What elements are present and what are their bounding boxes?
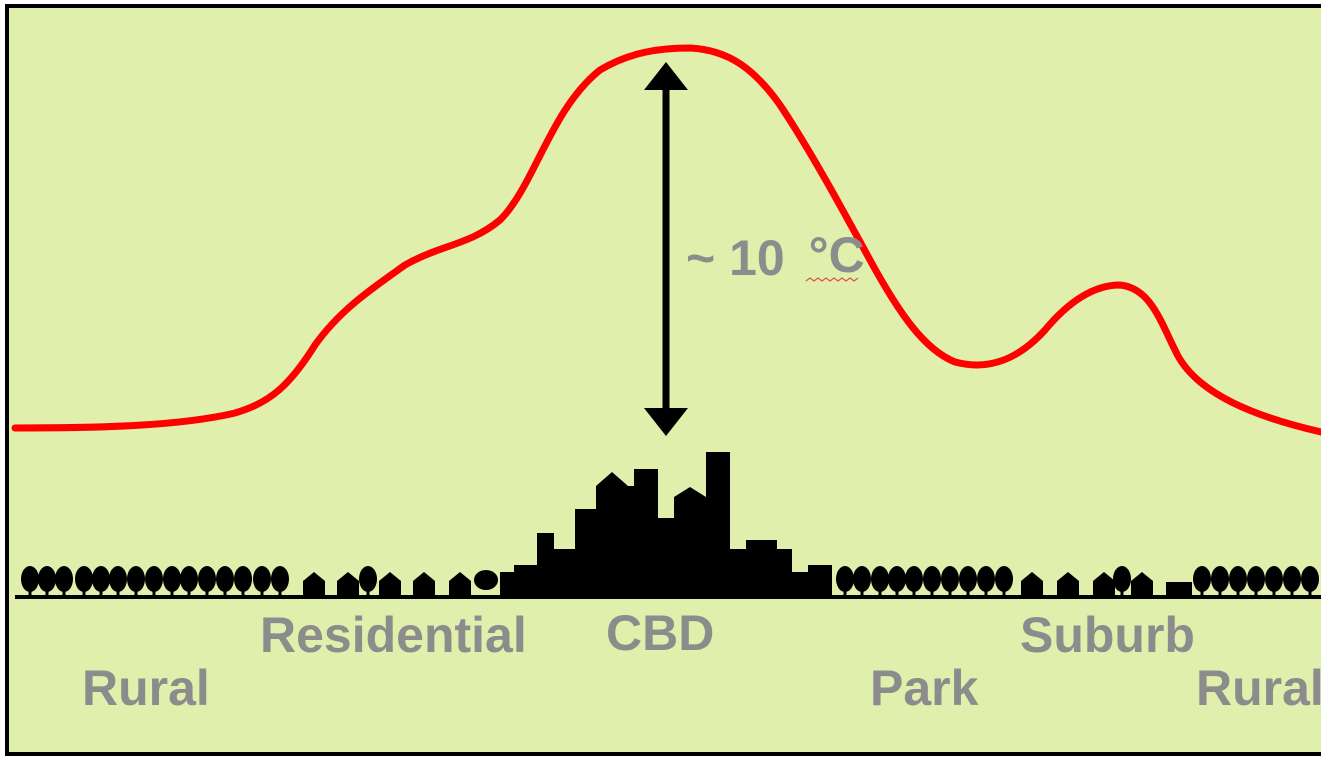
temperature-difference-label: ~ 10 °C <box>686 227 865 286</box>
spellcheck-underline <box>805 277 859 282</box>
zone-label-residential: Residential <box>260 607 527 663</box>
temperature-curve <box>11 44 1321 436</box>
zone-label-cbd: CBD <box>606 605 714 661</box>
landscape-silhouette <box>15 452 1321 599</box>
temperature-difference-arrow <box>644 62 688 436</box>
house-group-residential <box>303 566 514 597</box>
cbd-skyline <box>514 452 832 597</box>
house-group-suburb <box>1021 566 1192 597</box>
zone-label-suburb: Suburb <box>1020 607 1195 663</box>
zone-label-rural-left: Rural <box>82 660 210 716</box>
zone-label-rural-right: Rural <box>1196 660 1321 716</box>
zone-label-park: Park <box>870 660 979 716</box>
ground-line <box>15 595 1321 599</box>
